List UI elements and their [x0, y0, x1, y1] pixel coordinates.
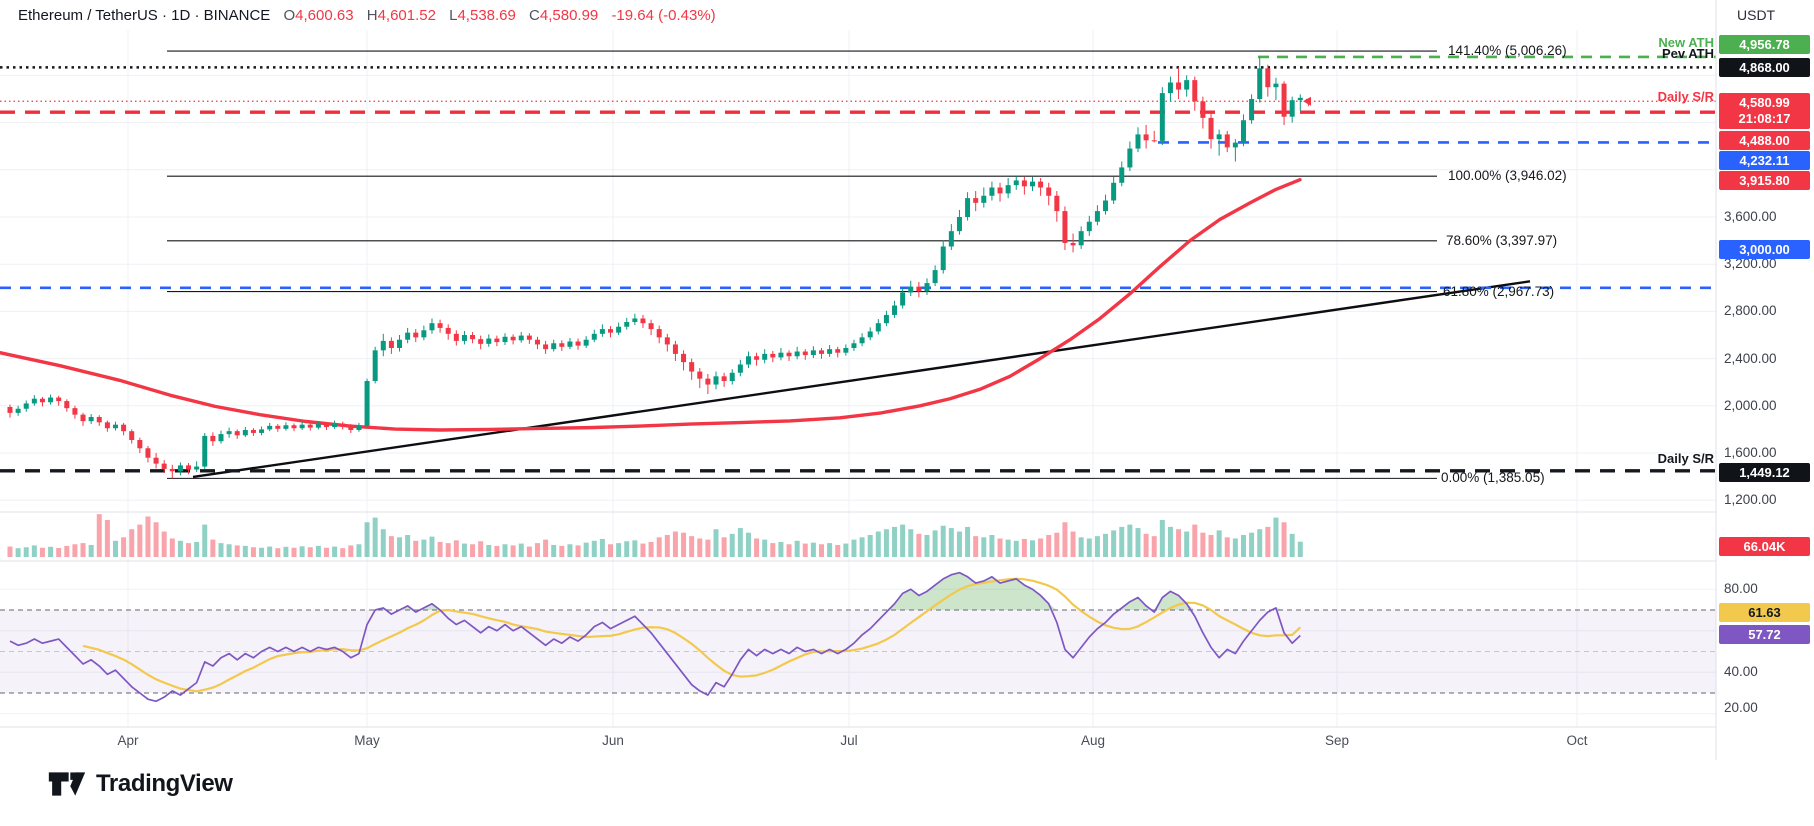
- month-label-apr: Apr: [117, 733, 139, 748]
- new-ath-label: New ATH: [1658, 35, 1714, 50]
- tradingview-logo[interactable]: TradingView: [48, 770, 233, 798]
- daily-sr-top-label: Daily S/R: [1657, 89, 1714, 104]
- high-value: 4,601.52: [377, 7, 436, 24]
- low-value: 4,538.69: [457, 7, 516, 24]
- month-label-jul: Jul: [840, 733, 858, 748]
- daily-sr-bottom-label: Daily S/R: [1657, 451, 1714, 466]
- close-value: 4,580.99: [539, 7, 599, 24]
- ma-price-badge: 3,915.80: [1719, 171, 1810, 190]
- low-label: L: [449, 7, 458, 24]
- fib-label-100[interactable]: 100.00% (3,946.02): [1448, 168, 1567, 183]
- tradingview-logo-text: TradingView: [96, 770, 233, 797]
- price-axis-label: 3,200.00: [1724, 256, 1777, 271]
- price-axis-label: 1,600.00: [1724, 445, 1777, 460]
- month-label-sep: Sep: [1324, 733, 1350, 748]
- rsi-axis-label: 80.00: [1724, 581, 1758, 596]
- rsi-value-badge: 57.72: [1719, 625, 1810, 644]
- last-price-badge: 4,580.99 21:08:17: [1719, 93, 1810, 129]
- price-axis-label: 1,200.00: [1724, 492, 1777, 507]
- fib-label-141[interactable]: 141.40% (5,006.26): [1448, 43, 1567, 58]
- price-axis-label: 3,600.00: [1724, 209, 1777, 224]
- open-value: 4,600.63: [295, 7, 354, 24]
- volume-value-badge: 66.04K: [1719, 537, 1810, 556]
- last-price-value: 4,580.99: [1739, 95, 1790, 110]
- fib-label-0[interactable]: 0.00% (1,385.05): [1441, 470, 1545, 485]
- blue-3000-price-badge: 3,000.00: [1719, 240, 1810, 259]
- price-axis-currency[interactable]: USDT: [1737, 7, 1776, 23]
- price-axis-label: 2,800.00: [1724, 303, 1777, 318]
- month-label-jun: Jun: [602, 733, 624, 748]
- blue-4232-price-badge: 4,232.11: [1719, 151, 1810, 170]
- change-value: -19.64 (-0.43%): [611, 7, 716, 24]
- open-label: O: [283, 7, 296, 24]
- symbol-title[interactable]: Ethereum / TetherUS · 1D · BINANCE: [18, 7, 271, 24]
- high-label: H: [366, 7, 378, 24]
- month-label-aug: Aug: [1080, 733, 1106, 748]
- tradingview-logo-icon: [48, 772, 86, 796]
- prev-ath-price-badge: 4,868.00: [1719, 58, 1810, 77]
- rsi-axis-label: 20.00: [1724, 700, 1758, 715]
- fib-label-786[interactable]: 78.60% (3,397.97): [1446, 233, 1558, 248]
- rsi-axis-label: 40.00: [1724, 664, 1758, 679]
- rsi-ma-value-badge: 61.63: [1719, 603, 1810, 622]
- sr-1449-price-badge: 1,449.12: [1719, 463, 1810, 482]
- month-label-oct: Oct: [1566, 733, 1588, 748]
- month-label-may: May: [354, 733, 380, 748]
- prev-ath-label: Pev ATH: [1661, 46, 1714, 61]
- sr-4488-price-badge: 4,488.00: [1719, 131, 1810, 150]
- price-chart-canvas[interactable]: [0, 0, 1814, 762]
- close-label: C: [529, 7, 540, 24]
- symbol-header: Ethereum / TetherUS · 1D · BINANCE O4,60…: [18, 7, 716, 24]
- fib-label-618[interactable]: 61.80% (2,967.73): [1443, 284, 1555, 299]
- new-ath-price-badge: 4,956.78: [1719, 35, 1810, 54]
- price-axis-label: 2,400.00: [1724, 351, 1777, 366]
- price-axis-label: 2,000.00: [1724, 398, 1777, 413]
- bar-countdown: 21:08:17: [1738, 111, 1791, 126]
